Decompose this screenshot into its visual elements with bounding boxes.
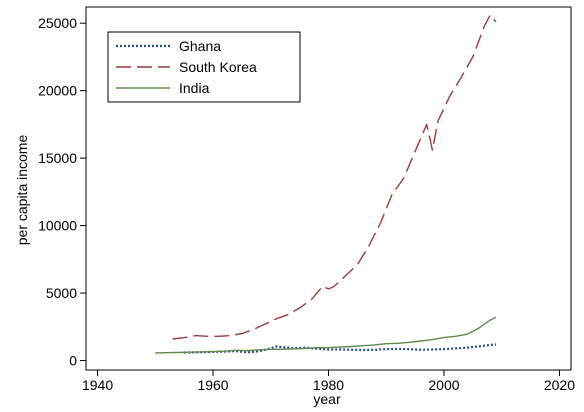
y-tick-label: 0 [69,353,77,369]
y-tick-label: 10000 [38,218,77,234]
series-layer [155,14,497,354]
x-tick-label: 2020 [544,377,575,393]
x-tick-label: 2000 [428,377,459,393]
series-line-south-korea [172,14,497,340]
x-axis: 1940 1960 1980 2000 2020 [82,370,575,393]
y-axis-label: per capita income [14,135,30,246]
x-tick-label: 1960 [197,377,228,393]
legend-label: India [179,80,210,96]
series-line-india [155,316,497,354]
y-tick-label: 5000 [46,285,77,301]
y-tick-label: 15000 [38,150,77,166]
series-line-ghana [184,343,497,354]
y-tick-label: 20000 [38,83,77,99]
y-tick-label: 25000 [38,15,77,31]
x-axis-label: year [313,391,341,407]
legend-label: South Korea [179,59,257,75]
legend-label: Ghana [179,38,221,54]
x-tick-label: 1980 [313,377,344,393]
x-tick-label: 1940 [82,377,113,393]
legend: Ghana South Korea India [107,31,301,103]
y-axis: 0 5000 10000 15000 20000 25000 [38,15,86,369]
